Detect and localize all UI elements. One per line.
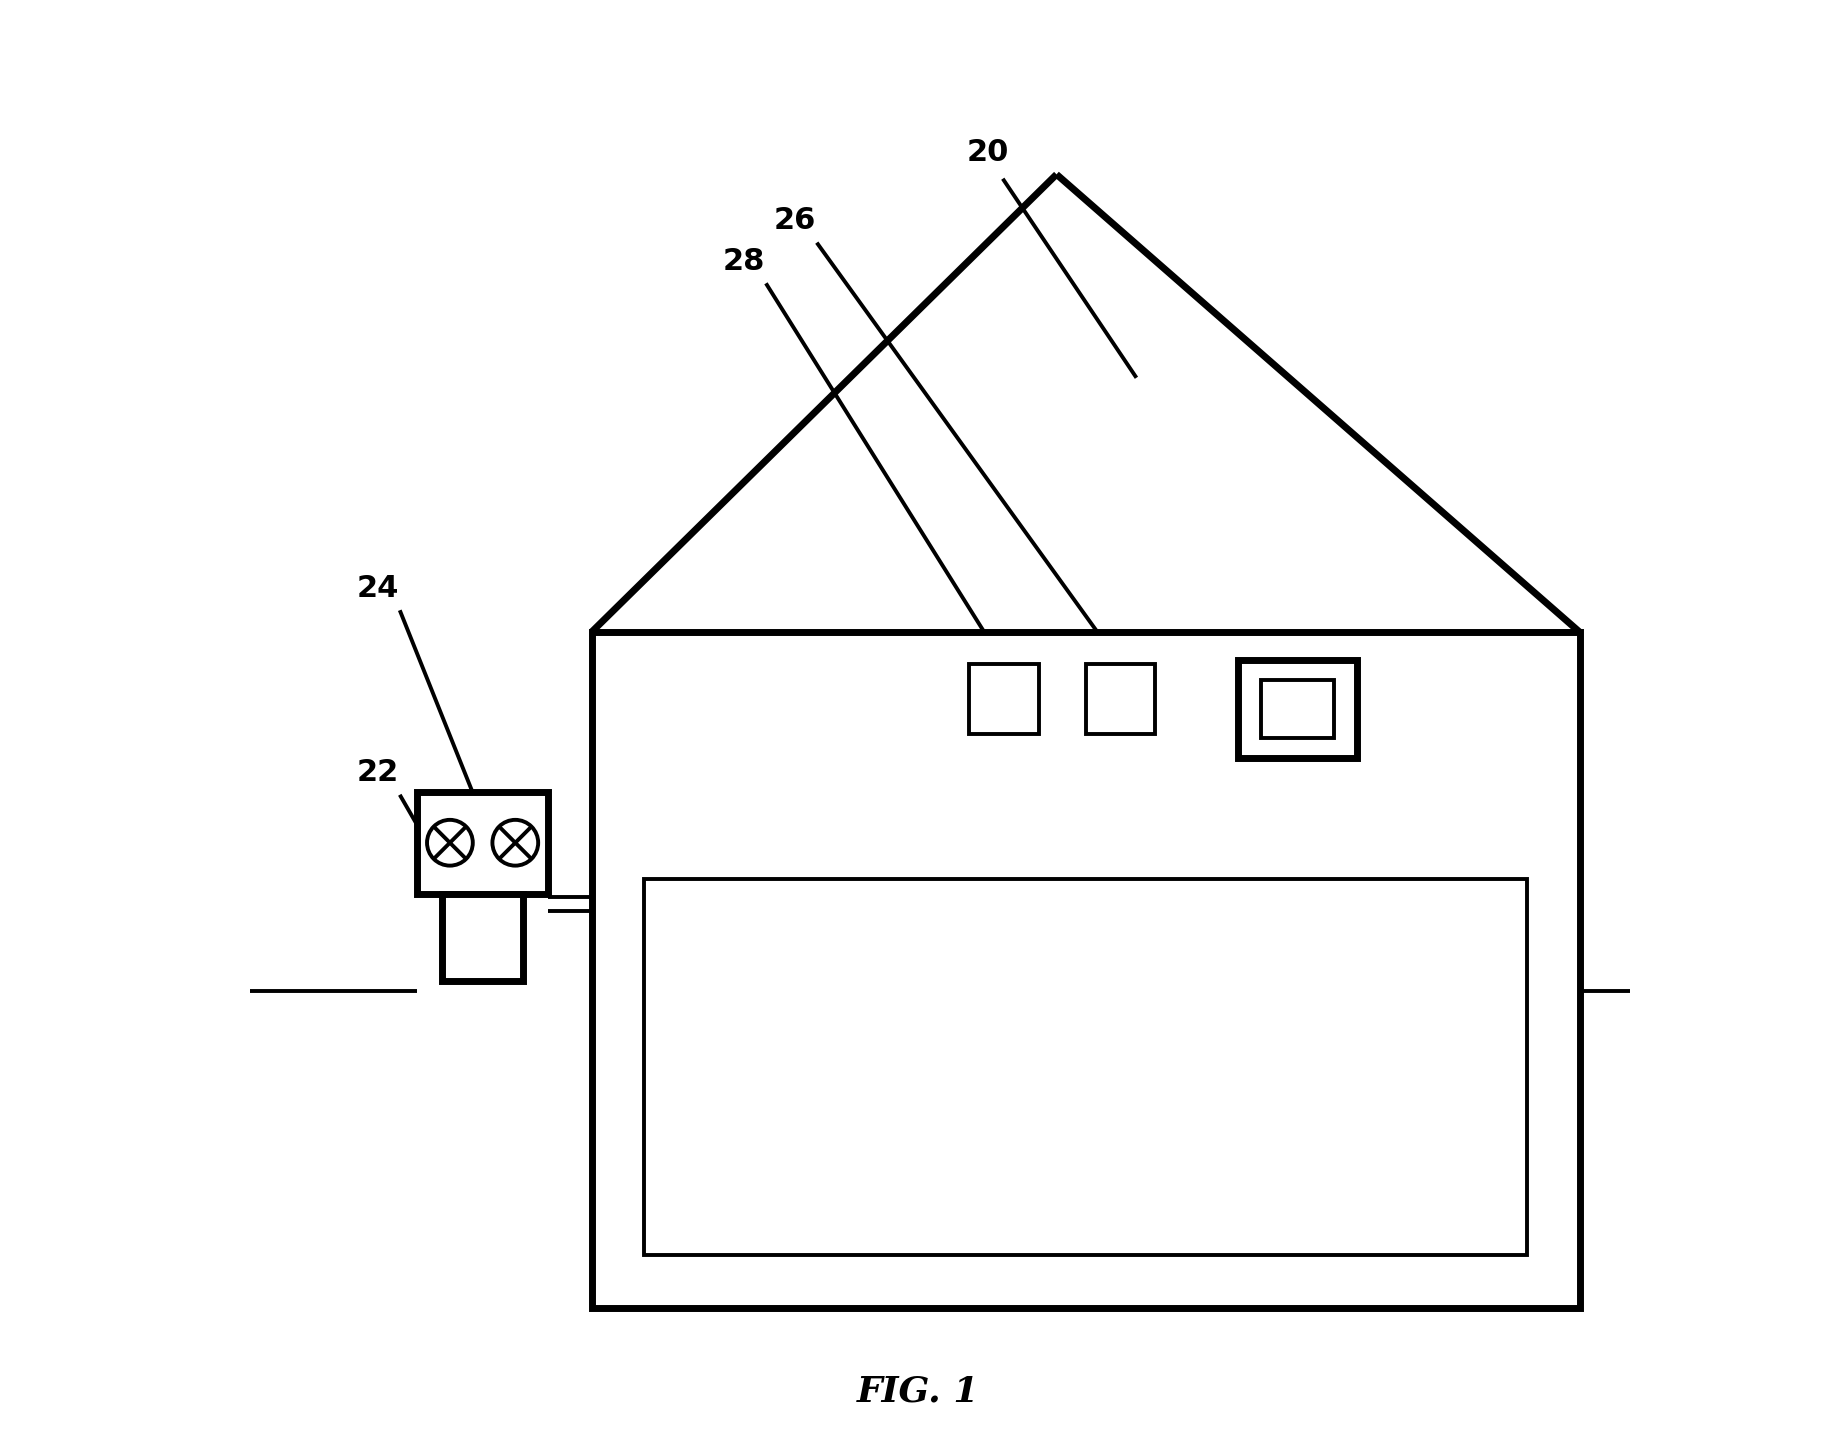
Bar — [1086, 664, 1155, 734]
Text: 26: 26 — [773, 206, 816, 235]
Bar — [592, 632, 1580, 1308]
Bar — [417, 792, 547, 894]
Bar — [970, 664, 1040, 734]
Text: 24: 24 — [356, 574, 399, 603]
Text: 22: 22 — [356, 758, 399, 788]
Text: 20: 20 — [966, 138, 1010, 167]
Bar — [1238, 660, 1358, 758]
Text: 28: 28 — [724, 247, 766, 276]
Bar — [1262, 680, 1334, 738]
Bar — [645, 879, 1527, 1255]
Bar — [443, 894, 524, 981]
Text: FIG. 1: FIG. 1 — [858, 1375, 979, 1409]
